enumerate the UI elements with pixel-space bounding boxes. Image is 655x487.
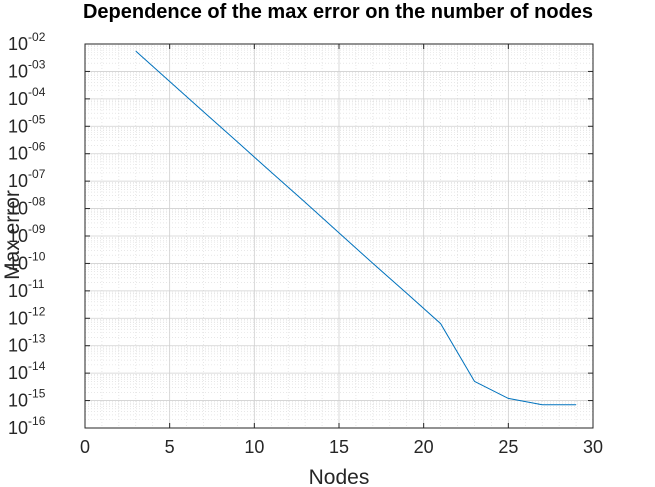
y-axis-label: Max error — [1, 190, 24, 280]
x-tick-label: 15 — [329, 437, 349, 457]
x-tick-label: 30 — [583, 437, 603, 457]
x-axis-label: Nodes — [309, 466, 370, 487]
x-tick-label: 5 — [165, 437, 175, 457]
y-tick-label: 10-06 — [8, 140, 46, 164]
series-line — [135, 50, 577, 406]
y-tick-label: 10-14 — [8, 359, 46, 383]
y-tick-label: 10-08 — [8, 195, 46, 219]
y-tick-label: 10-03 — [8, 57, 46, 81]
ticks: 0 5 10 15 20 25 30 10-16 10-15 10-14 10-13 10-12 10-… — [8, 30, 603, 457]
chart-title: Dependence of the max error on the numbe… — [83, 1, 593, 23]
series-layer — [135, 50, 577, 406]
y-tick-label: 10-04 — [8, 85, 46, 109]
y-tick-label: 10-09 — [8, 222, 46, 246]
y-tick-label: 10-10 — [8, 249, 46, 273]
y-tick-label: 10-07 — [8, 167, 46, 191]
y-tick-label: 10-02 — [8, 30, 46, 54]
x-tick-label: 25 — [498, 437, 518, 457]
grid — [84, 43, 594, 429]
y-tick-label: 10-16 — [8, 414, 46, 438]
x-tick-label: 20 — [414, 437, 434, 457]
y-tick-label: 10-05 — [8, 112, 46, 136]
y-tick-label: 10-15 — [8, 387, 46, 411]
x-tick-label: 0 — [80, 437, 90, 457]
x-tick-label: 10 — [244, 437, 264, 457]
y-tick-label: 10-11 — [8, 277, 45, 301]
y-tick-label: 10-12 — [8, 304, 46, 328]
y-tick-label: 10-13 — [8, 332, 46, 356]
